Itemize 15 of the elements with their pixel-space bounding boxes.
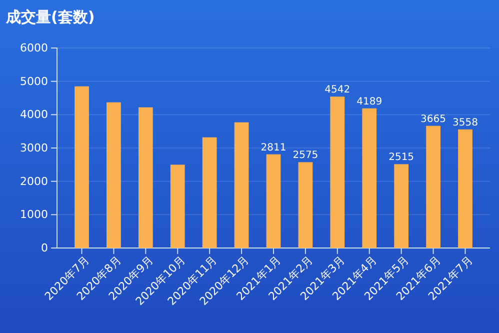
- data-label: 4542: [324, 84, 350, 96]
- data-label: 3558: [452, 117, 478, 128]
- data-label: 2811: [260, 142, 286, 154]
- chart-title: 成交量(套数): [5, 8, 95, 26]
- y-tick-label: 0: [41, 242, 48, 255]
- y-tick-label: 2000: [20, 174, 48, 188]
- data-label: 4189: [356, 96, 382, 108]
- y-tick-label: 3000: [20, 142, 48, 155]
- y-tick-label: 1000: [20, 208, 48, 222]
- y-tick-label: 4000: [20, 108, 48, 122]
- data-label: 3665: [420, 114, 446, 125]
- y-tick-label: 5000: [20, 74, 48, 88]
- y-tick-label: 6000: [20, 42, 48, 55]
- data-label: 2515: [388, 152, 414, 164]
- data-label: 2575: [292, 150, 318, 162]
